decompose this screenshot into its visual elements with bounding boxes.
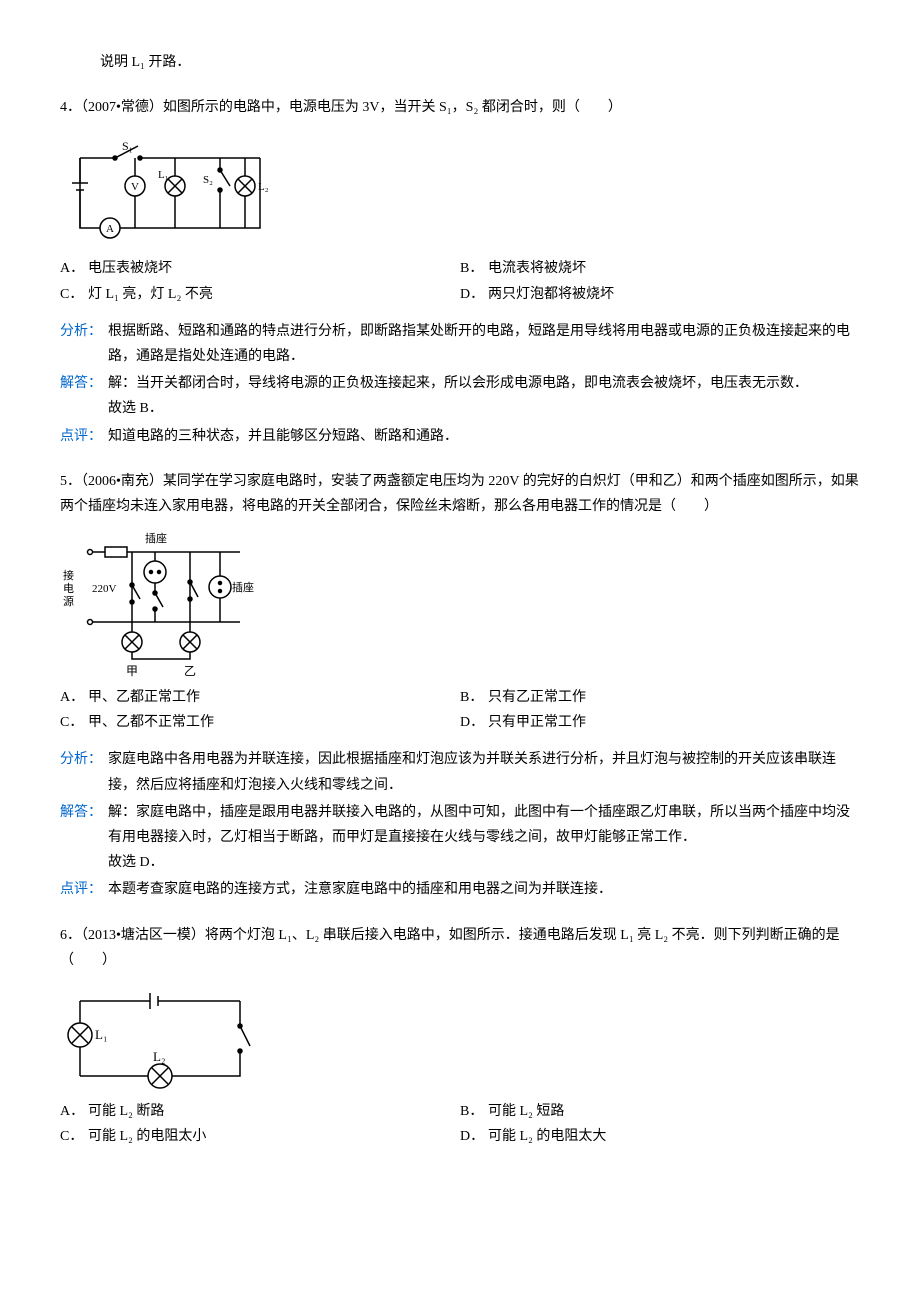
q4-diagram: S₁ V L₁ S₂ L₂ A <box>60 128 860 248</box>
q4-v-label: V <box>131 181 139 193</box>
q6-option-a: A．可能 L₂ 断路 <box>60 1099 460 1124</box>
q4-l2-label: L₂ <box>258 181 269 193</box>
q4-stem: 4．（2007•常德）如图所示的电路中，电源电压为 3V，当开关 S₁，S₂ 都… <box>60 95 860 120</box>
answer-line2: 故选 D． <box>108 850 860 875</box>
opt-letter: A． <box>60 256 88 281</box>
analysis-text: 根据断路、短路和通路的特点进行分析，即断路指某处断开的电路，短路是用导线将用电器… <box>108 319 860 369</box>
opt-letter: B． <box>460 256 488 281</box>
prev-fragment: 说明 L₁ 开路． <box>60 50 860 75</box>
q4-l1-label: L₁ <box>158 169 169 181</box>
q5-stem: 5．（2006•南充）某同学在学习家庭电路时，安装了两盏额定电压均为 220V … <box>60 469 860 519</box>
opt-letter: C． <box>60 1124 88 1149</box>
q4-option-b: B．电流表将被烧坏 <box>460 256 860 281</box>
opt-text: 两只灯泡都将被烧坏 <box>488 282 614 307</box>
q6-l2-label: L₂ <box>153 1049 165 1064</box>
q6-option-d: D．可能 L₂ 的电阻太大 <box>460 1124 860 1149</box>
analysis-text: 家庭电路中各用电器为并联连接，因此根据插座和灯泡应该为并联关系进行分析，并且灯泡… <box>108 747 860 797</box>
q4-s1-label: S₁ <box>122 139 133 153</box>
q4-option-c: C．灯 L₁ 亮，灯 L₂ 不亮 <box>60 282 460 307</box>
opt-text: 只有乙正常工作 <box>488 685 586 710</box>
q5-voltage-label: 220V <box>92 583 117 595</box>
analysis-row: 分析： 家庭电路中各用电器为并联连接，因此根据插座和灯泡应该为并联关系进行分析，… <box>60 747 860 797</box>
analysis-label: 分析： <box>60 747 108 797</box>
answer-label: 解答： <box>60 800 108 876</box>
answer-line1: 解：家庭电路中，插座是跟用电器并联接入电路的，从图中可知，此图中有一个插座跟乙灯… <box>108 800 860 850</box>
opt-text: 只有甲正常工作 <box>488 710 586 735</box>
opt-text: 可能 L₂ 断路 <box>88 1099 164 1124</box>
q5-option-c: C．甲、乙都不正常工作 <box>60 710 460 735</box>
answer-text: 解：当开关都闭合时，导线将电源的正负极连接起来，所以会形成电源电路，即电流表会被… <box>108 371 860 421</box>
opt-letter: D． <box>460 1124 488 1149</box>
answer-text: 解：家庭电路中，插座是跟用电器并联接入电路的，从图中可知，此图中有一个插座跟乙灯… <box>108 800 860 876</box>
opt-text: 可能 L₂ 的电阻太大 <box>488 1124 606 1149</box>
opt-letter: B． <box>460 685 488 710</box>
q5-socket-label: 插座 <box>145 531 167 545</box>
review-label: 点评： <box>60 424 108 449</box>
q4-s2-label: S₂ <box>203 174 213 186</box>
q5-socket2-label: 插座 <box>232 580 254 594</box>
q6-option-c: C．可能 L₂ 的电阻太小 <box>60 1124 460 1149</box>
answer-row: 解答： 解：家庭电路中，插座是跟用电器并联接入电路的，从图中可知，此图中有一个插… <box>60 800 860 876</box>
q6-options: A．可能 L₂ 断路 B．可能 L₂ 短路 C．可能 L₂ 的电阻太小 D．可能… <box>60 1099 860 1149</box>
q6-stem: 6．（2013•塘沽区一模）将两个灯泡 L₁、L₂ 串联后接入电路中，如图所示．… <box>60 923 860 973</box>
opt-letter: B． <box>460 1099 488 1124</box>
q5-source-label3: 源 <box>63 594 74 608</box>
q5-option-a: A．甲、乙都正常工作 <box>60 685 460 710</box>
q4-options: A．电压表被烧坏 B．电流表将被烧坏 C．灯 L₁ 亮，灯 L₂ 不亮 D．两只… <box>60 256 860 306</box>
q6-l1-label: L₁ <box>95 1027 107 1042</box>
opt-letter: A． <box>60 1099 88 1124</box>
q5-diagram: 插座 插座 接 电 源 220V 甲 乙 <box>60 527 860 677</box>
q5-source-label1: 接 <box>63 569 74 582</box>
q5-source-label2: 电 <box>63 582 74 595</box>
review-row: 点评： 知道电路的三种状态，并且能够区分短路、断路和通路． <box>60 424 860 449</box>
analysis-label: 分析： <box>60 319 108 369</box>
q5-options: A．甲、乙都正常工作 B．只有乙正常工作 C．甲、乙都不正常工作 D．只有甲正常… <box>60 685 860 735</box>
q5-option-b: B．只有乙正常工作 <box>460 685 860 710</box>
opt-text: 可能 L₂ 短路 <box>488 1099 564 1124</box>
opt-letter: A． <box>60 685 88 710</box>
q4-a-label: A <box>106 223 114 235</box>
opt-text: 甲、乙都不正常工作 <box>88 710 214 735</box>
review-text: 知道电路的三种状态，并且能够区分短路、断路和通路． <box>108 424 860 449</box>
q4-analysis-block: 分析： 根据断路、短路和通路的特点进行分析，即断路指某处断开的电路，短路是用导线… <box>60 319 860 449</box>
q4-option-a: A．电压表被烧坏 <box>60 256 460 281</box>
opt-text: 电压表被烧坏 <box>88 256 172 281</box>
answer-label: 解答： <box>60 371 108 421</box>
q5-yi-label: 乙 <box>184 664 196 677</box>
review-text: 本题考查家庭电路的连接方式，注意家庭电路中的插座和用电器之间为并联连接． <box>108 877 860 902</box>
q4-option-d: D．两只灯泡都将被烧坏 <box>460 282 860 307</box>
q5-jia-label: 甲 <box>126 664 138 677</box>
opt-text: 电流表将被烧坏 <box>488 256 586 281</box>
opt-letter: C． <box>60 710 88 735</box>
review-row: 点评： 本题考查家庭电路的连接方式，注意家庭电路中的插座和用电器之间为并联连接． <box>60 877 860 902</box>
opt-text: 甲、乙都正常工作 <box>88 685 200 710</box>
opt-letter: D． <box>460 282 488 307</box>
opt-letter: C． <box>60 282 88 307</box>
answer-line1: 解：当开关都闭合时，导线将电源的正负极连接起来，所以会形成电源电路，即电流表会被… <box>108 371 860 396</box>
q5-analysis-block: 分析： 家庭电路中各用电器为并联连接，因此根据插座和灯泡应该为并联关系进行分析，… <box>60 747 860 902</box>
analysis-row: 分析： 根据断路、短路和通路的特点进行分析，即断路指某处断开的电路，短路是用导线… <box>60 319 860 369</box>
answer-line2: 故选 B． <box>108 396 860 421</box>
q6-diagram: L₁ L₂ <box>60 981 860 1091</box>
opt-letter: D． <box>460 710 488 735</box>
q6-option-b: B．可能 L₂ 短路 <box>460 1099 860 1124</box>
opt-text: 灯 L₁ 亮，灯 L₂ 不亮 <box>88 282 213 307</box>
review-label: 点评： <box>60 877 108 902</box>
q5-option-d: D．只有甲正常工作 <box>460 710 860 735</box>
opt-text: 可能 L₂ 的电阻太小 <box>88 1124 206 1149</box>
answer-row: 解答： 解：当开关都闭合时，导线将电源的正负极连接起来，所以会形成电源电路，即电… <box>60 371 860 421</box>
